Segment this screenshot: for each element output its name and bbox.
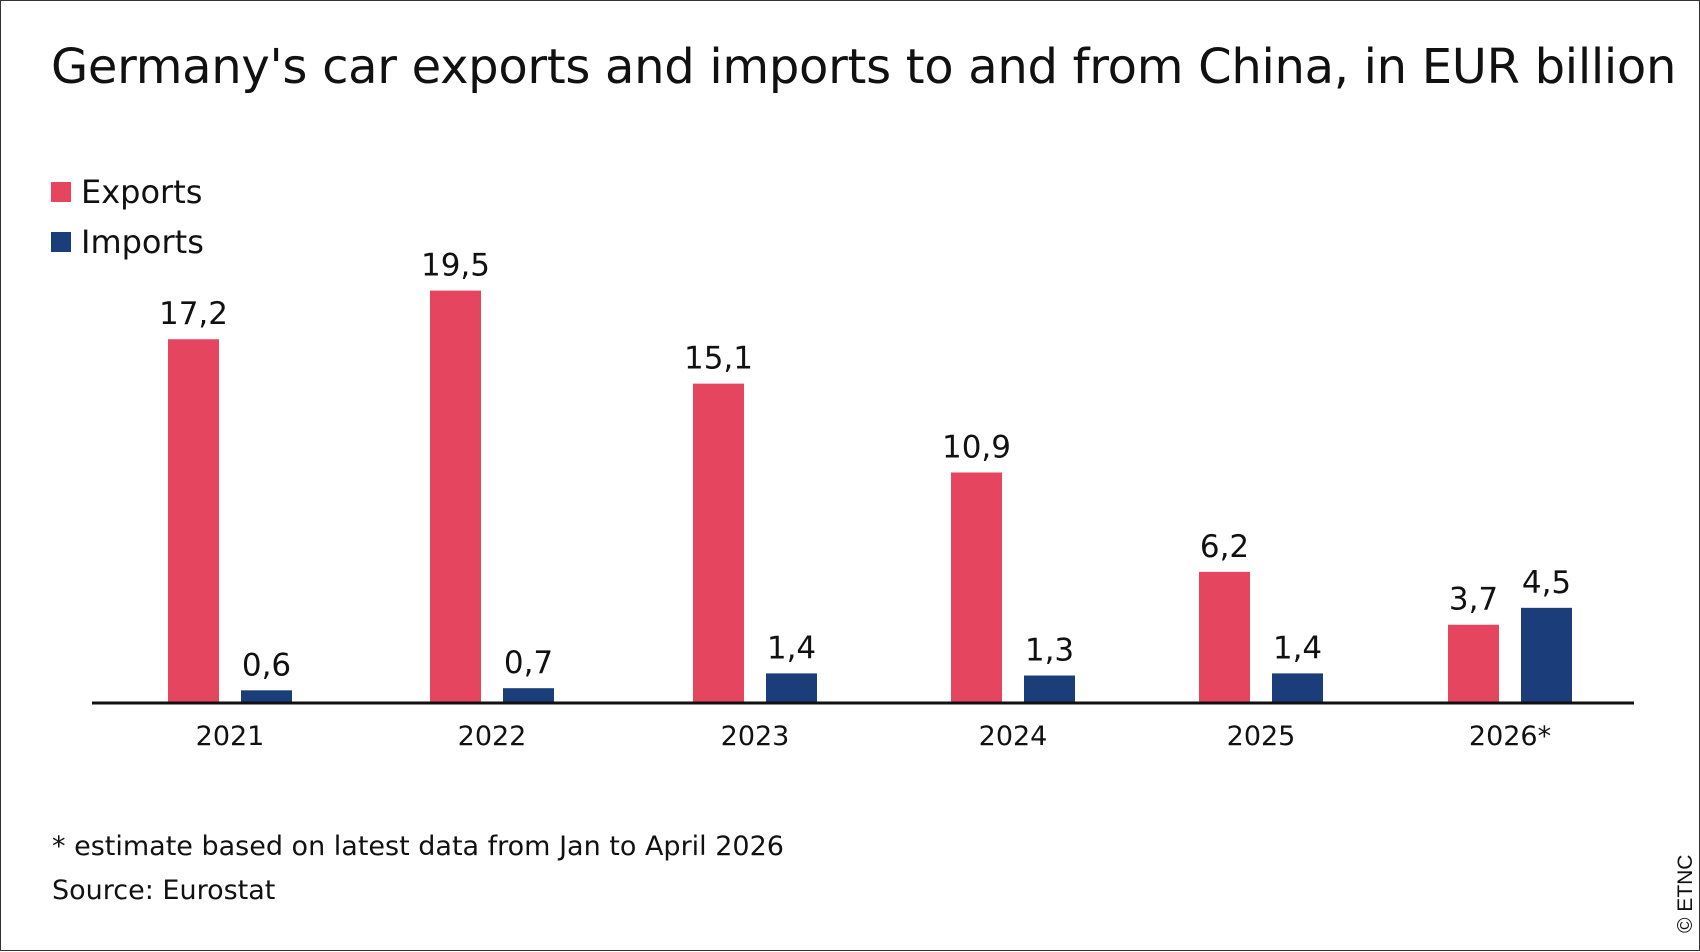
- legend-swatch-imports: [51, 232, 71, 252]
- legend: Exports Imports: [51, 167, 204, 267]
- x-tick-label-2021: 2021: [196, 721, 265, 752]
- legend-label-exports: Exports: [81, 173, 203, 211]
- value-label-exports-2024: 10,9: [942, 429, 1011, 465]
- bar-imports-2026: [1521, 607, 1572, 703]
- x-tick-label-2024: 2024: [979, 721, 1048, 752]
- bar-imports-2025: [1272, 673, 1323, 703]
- bar-exports-2022: [430, 290, 481, 703]
- value-labels-group: 17,2 0,6 19,5 0,7 15,1 1,4 10,9 1,3 6,2 1,4 3,7 4,5: [159, 248, 1571, 684]
- chart-title: Germany's car exports and imports to and…: [51, 39, 1677, 95]
- copyright-mark: © ETNC: [1674, 854, 1697, 933]
- source-note: Source: Eurostat: [52, 875, 276, 906]
- bar-imports-2022: [503, 688, 554, 703]
- x-tick-labels-group: 2021 2022 2023 2024 2025 2026*: [196, 721, 1551, 752]
- value-label-imports-2024: 1,3: [1025, 633, 1074, 669]
- bar-exports-2024: [951, 472, 1002, 703]
- bar-exports-2021: [168, 339, 219, 703]
- value-label-imports-2025: 1,4: [1273, 630, 1322, 666]
- value-label-exports-2026: 3,7: [1449, 582, 1498, 618]
- value-label-exports-2021: 17,2: [159, 296, 228, 332]
- bar-exports-2025: [1199, 571, 1250, 703]
- value-label-imports-2021: 0,6: [242, 647, 291, 683]
- x-tick-label-2025: 2025: [1227, 721, 1296, 752]
- bar-exports-2023: [693, 383, 744, 703]
- bar-imports-2021: [241, 690, 292, 703]
- bar-exports-2026: [1448, 624, 1499, 703]
- value-label-exports-2023: 15,1: [684, 341, 753, 377]
- legend-item-exports: Exports: [51, 167, 204, 217]
- legend-label-imports: Imports: [81, 223, 204, 261]
- x-tick-label-2023: 2023: [721, 721, 790, 752]
- x-tick-label-2026: 2026*: [1469, 721, 1551, 752]
- value-label-exports-2025: 6,2: [1200, 529, 1249, 565]
- legend-swatch-exports: [51, 182, 71, 202]
- x-tick-label-2022: 2022: [458, 721, 527, 752]
- footnote: * estimate based on latest data from Jan…: [52, 831, 784, 862]
- value-label-imports-2023: 1,4: [767, 630, 816, 666]
- value-label-imports-2026: 4,5: [1522, 565, 1571, 601]
- legend-item-imports: Imports: [51, 217, 204, 267]
- value-label-imports-2022: 0,7: [504, 645, 553, 681]
- bars-group: [168, 290, 1572, 703]
- value-label-exports-2022: 19,5: [421, 248, 490, 284]
- bar-imports-2023: [766, 673, 817, 703]
- bar-imports-2024: [1024, 675, 1075, 703]
